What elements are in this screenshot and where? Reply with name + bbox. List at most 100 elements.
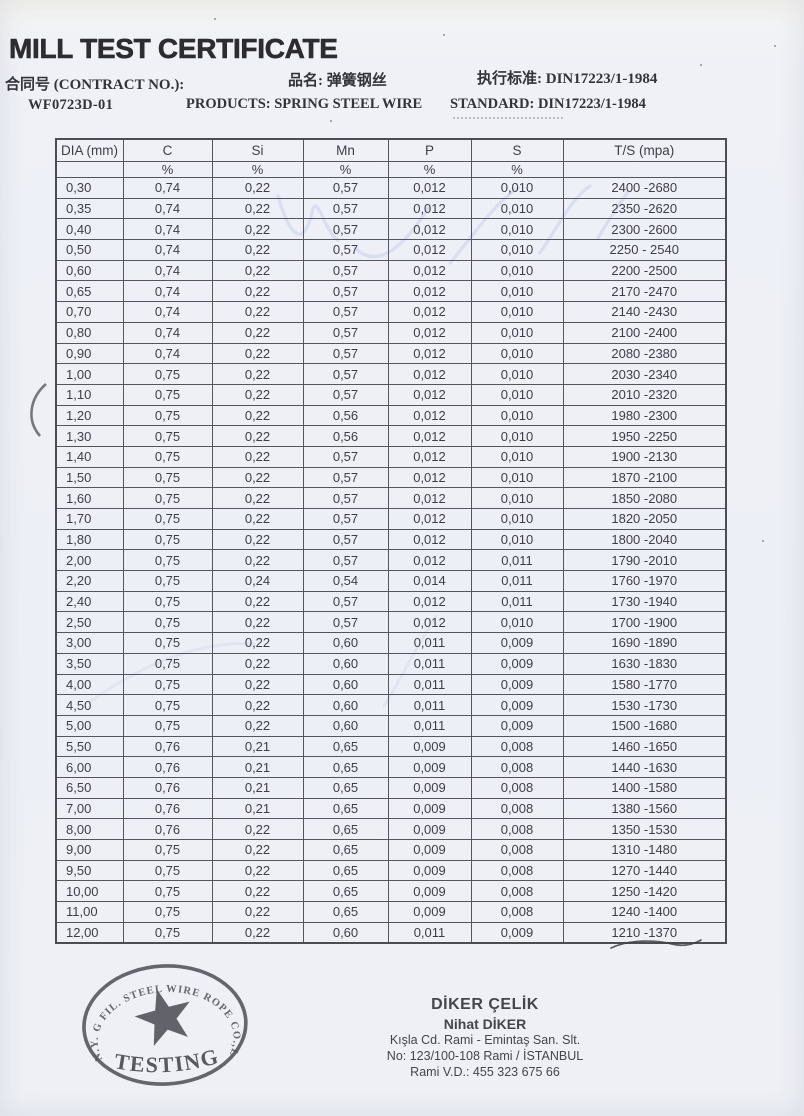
unit-cell bbox=[562, 161, 727, 178]
table-cell: 1,70 bbox=[55, 508, 124, 530]
table-cell: 0,56 bbox=[302, 425, 389, 447]
table-cell: 0,22 bbox=[211, 177, 304, 199]
table-row: 1,50 0,75 0,22 0,57 0,012 0,010 1870 -2100 bbox=[55, 466, 727, 489]
table-cell: 0,22 bbox=[211, 632, 304, 654]
table-cell: 0,57 bbox=[302, 445, 389, 468]
table-row: 2,50 0,75 0,22 0,57 0,012 0,010 1700 -1900 bbox=[55, 611, 727, 634]
table-cell: 2140 -2430 bbox=[562, 301, 727, 323]
table-cell: 0,22 bbox=[211, 549, 304, 572]
table-cell: 0,010 bbox=[470, 218, 564, 241]
table-row: 2,00 0,75 0,22 0,57 0,012 0,011 1790 -2010 bbox=[55, 549, 727, 572]
scanner-edge-mark bbox=[30, 383, 47, 437]
table-cell: 0,008 bbox=[470, 735, 564, 758]
table-cell: 0,57 bbox=[302, 239, 389, 261]
column-header: S bbox=[470, 138, 564, 162]
contract-no-value: WF0723D-01 bbox=[28, 97, 114, 113]
table-cell: 0,012 bbox=[387, 549, 472, 572]
table-cell: 0,012 bbox=[387, 404, 472, 427]
table-cell: 0,76 bbox=[122, 735, 213, 758]
table-cell: 1440 -1630 bbox=[562, 756, 727, 778]
table-cell: 0,57 bbox=[302, 342, 389, 365]
table-cell: 0,012 bbox=[387, 611, 472, 634]
table-cell: 0,011 bbox=[387, 632, 472, 654]
table-cell: 0,22 bbox=[211, 652, 304, 675]
table-cell: 0,57 bbox=[302, 363, 389, 385]
table-cell: 0,010 bbox=[470, 611, 564, 634]
product-name-cn: 品名: 弹簧钢丝 bbox=[288, 73, 387, 89]
table-cell: 0,57 bbox=[302, 197, 389, 220]
table-row: 12,00 0,75 0,22 0,60 0,011 0,009 1210 -1370 bbox=[55, 921, 727, 944]
table-cell: 2030 -2340 bbox=[562, 363, 727, 385]
table-cell: 0,008 bbox=[470, 797, 564, 820]
column-header: P bbox=[387, 138, 472, 162]
table-cell: 12,00 bbox=[55, 921, 124, 944]
table-cell: 1,80 bbox=[55, 528, 124, 551]
table-cell: 0,012 bbox=[387, 218, 472, 241]
table-cell: 0,75 bbox=[122, 404, 213, 427]
table-cell: 0,65 bbox=[302, 818, 389, 840]
table-cell: 0,009 bbox=[387, 756, 472, 778]
page-title: MILL TEST CERTIFICATE bbox=[9, 33, 339, 65]
table-cell: 0,57 bbox=[302, 549, 389, 572]
company-address-1: Kışla Cd. Rami - Emintaş San. Slt. bbox=[389, 1033, 581, 1048]
table-cell: 0,008 bbox=[470, 818, 564, 840]
table-row: 0,90 0,74 0,22 0,57 0,012 0,010 2080 -2380 bbox=[55, 342, 727, 365]
table-cell: 0,75 bbox=[122, 859, 213, 882]
table-cell: 0,22 bbox=[211, 425, 304, 447]
table-cell: 0,75 bbox=[122, 921, 213, 944]
table-cell: 0,74 bbox=[122, 218, 213, 241]
table-cell: 0,22 bbox=[211, 218, 304, 241]
table-units-row: %%%%% bbox=[55, 161, 727, 178]
table-cell: 0,22 bbox=[211, 239, 304, 261]
table-cell: 0,011 bbox=[387, 673, 472, 696]
table-cell: 2,40 bbox=[55, 590, 124, 613]
table-row: 9,00 0,75 0,22 0,65 0,009 0,008 1310 -1480 bbox=[55, 839, 727, 861]
table-cell: 0,008 bbox=[470, 756, 564, 778]
table-cell: 0,21 bbox=[211, 776, 304, 799]
table-row: 1,70 0,75 0,22 0,57 0,012 0,010 1820 -2050 bbox=[55, 508, 727, 530]
table-cell: 0,010 bbox=[470, 301, 564, 323]
table-cell: 0,75 bbox=[122, 694, 213, 716]
table-cell: 0,76 bbox=[122, 818, 213, 840]
table-cell: 2170 -2470 bbox=[562, 280, 727, 303]
table-cell: 0,011 bbox=[470, 549, 564, 572]
table-cell: 0,75 bbox=[122, 487, 213, 509]
table-cell: 0,74 bbox=[122, 301, 213, 323]
table-row: 0,30 0,74 0,22 0,57 0,012 0,010 2400 -2680 bbox=[55, 177, 727, 199]
table-cell: 0,22 bbox=[211, 590, 304, 613]
table-cell: 0,010 bbox=[470, 363, 564, 385]
table-cell: 0,009 bbox=[470, 694, 564, 716]
table-cell: 0,65 bbox=[302, 859, 389, 882]
table-cell: 0,57 bbox=[302, 590, 389, 613]
company-name: DİKER ÇELİK bbox=[431, 996, 539, 1013]
table-cell: 2010 -2320 bbox=[562, 383, 727, 406]
table-cell: 0,60 bbox=[302, 921, 389, 944]
table-cell: 3,50 bbox=[55, 652, 124, 675]
table-cell: 2100 -2400 bbox=[562, 321, 727, 344]
table-cell: 0,75 bbox=[122, 445, 213, 468]
table-cell: 0,22 bbox=[211, 342, 304, 365]
table-cell: 0,75 bbox=[122, 673, 213, 696]
table-cell: 2080 -2380 bbox=[562, 342, 727, 365]
table-cell: 0,74 bbox=[122, 342, 213, 365]
table-cell: 0,65 bbox=[302, 776, 389, 799]
table-cell: 1460 -1650 bbox=[562, 735, 727, 758]
table-cell: 0,57 bbox=[302, 383, 389, 406]
table-row: 0,60 0,74 0,22 0,57 0,012 0,010 2200 -2500 bbox=[55, 259, 727, 282]
table-cell: 2400 -2680 bbox=[562, 177, 727, 199]
table-cell: 0,014 bbox=[387, 570, 472, 592]
table-cell: 0,35 bbox=[55, 197, 124, 220]
table-cell: 0,011 bbox=[470, 570, 564, 592]
table-row: 10,00 0,75 0,22 0,65 0,009 0,008 1250 -1420 bbox=[55, 880, 727, 903]
table-row: 4,00 0,75 0,22 0,60 0,011 0,009 1580 -1770 bbox=[55, 673, 727, 696]
table-cell: 1760 -1970 bbox=[562, 570, 727, 592]
standard-label-cn: 执行标准: DIN17223/1-1984 bbox=[477, 71, 658, 87]
table-cell: 0,22 bbox=[211, 363, 304, 385]
table-cell: 0,22 bbox=[211, 445, 304, 468]
table-cell: 1580 -1770 bbox=[562, 673, 727, 696]
table-cell: 1,40 bbox=[55, 445, 124, 468]
table-cell: 0,75 bbox=[122, 652, 213, 675]
table-cell: 0,010 bbox=[470, 177, 564, 199]
table-cell: 0,012 bbox=[387, 259, 472, 282]
